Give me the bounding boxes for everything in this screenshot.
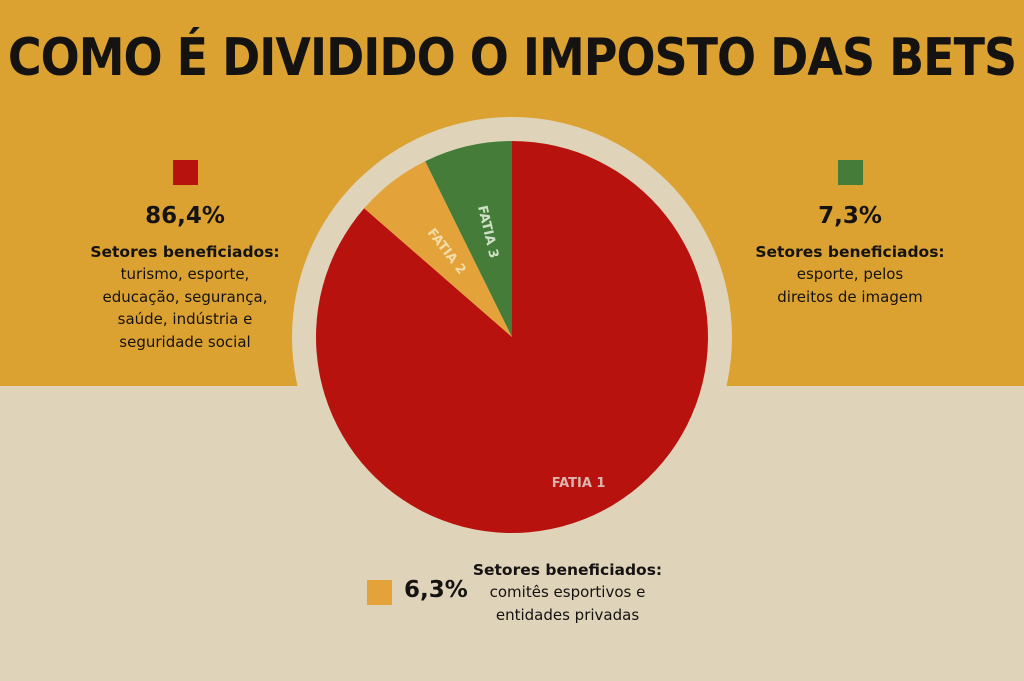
legend-title-slice1: Setores beneficiados: xyxy=(90,243,280,261)
legend-line: esporte, pelos xyxy=(796,265,904,283)
legend-pct-slice3: 7,3% xyxy=(818,203,882,229)
chart-title: COMO É DIVIDIDO O IMPOSTO DAS BETS xyxy=(7,26,1017,88)
legend-swatch-slice3 xyxy=(838,160,863,185)
pie-slice-label-1: FATIA 1 xyxy=(552,476,606,491)
legend-pct-slice1: 86,4% xyxy=(145,203,225,229)
pie-chart-ring: FATIA 1 FATIA 2 FATIA 3 xyxy=(292,117,732,557)
legend-line: entidades privadas xyxy=(495,605,640,624)
legend-lines-slice2: comitês esportivos e entidades privadas xyxy=(470,581,665,626)
legend-line: comitês esportivos e xyxy=(489,583,646,601)
legend-line: direitos de imagem xyxy=(777,287,923,306)
pie-slice-2 xyxy=(364,161,512,337)
legend-swatch-slice2 xyxy=(367,580,392,605)
legend-line: seguridade social xyxy=(119,332,251,351)
legend-title-slice3: Setores beneficiados: xyxy=(755,243,945,261)
legend-swatch-slice1 xyxy=(173,160,198,185)
legend-lines-slice1: turismo, esporte, educação, segurança, s… xyxy=(80,263,290,353)
legend-title-slice2: Setores beneficiados: xyxy=(472,561,663,579)
legend-pct-slice2: 6,3% xyxy=(404,577,468,603)
pie-slice-3 xyxy=(425,141,512,337)
legend-line: saúde, indústria e xyxy=(117,310,253,328)
legend-line: educação, segurança, xyxy=(102,287,268,306)
legend-lines-slice3: esporte, pelos direitos de imagem xyxy=(745,263,955,308)
legend-line: turismo, esporte, xyxy=(120,265,250,283)
